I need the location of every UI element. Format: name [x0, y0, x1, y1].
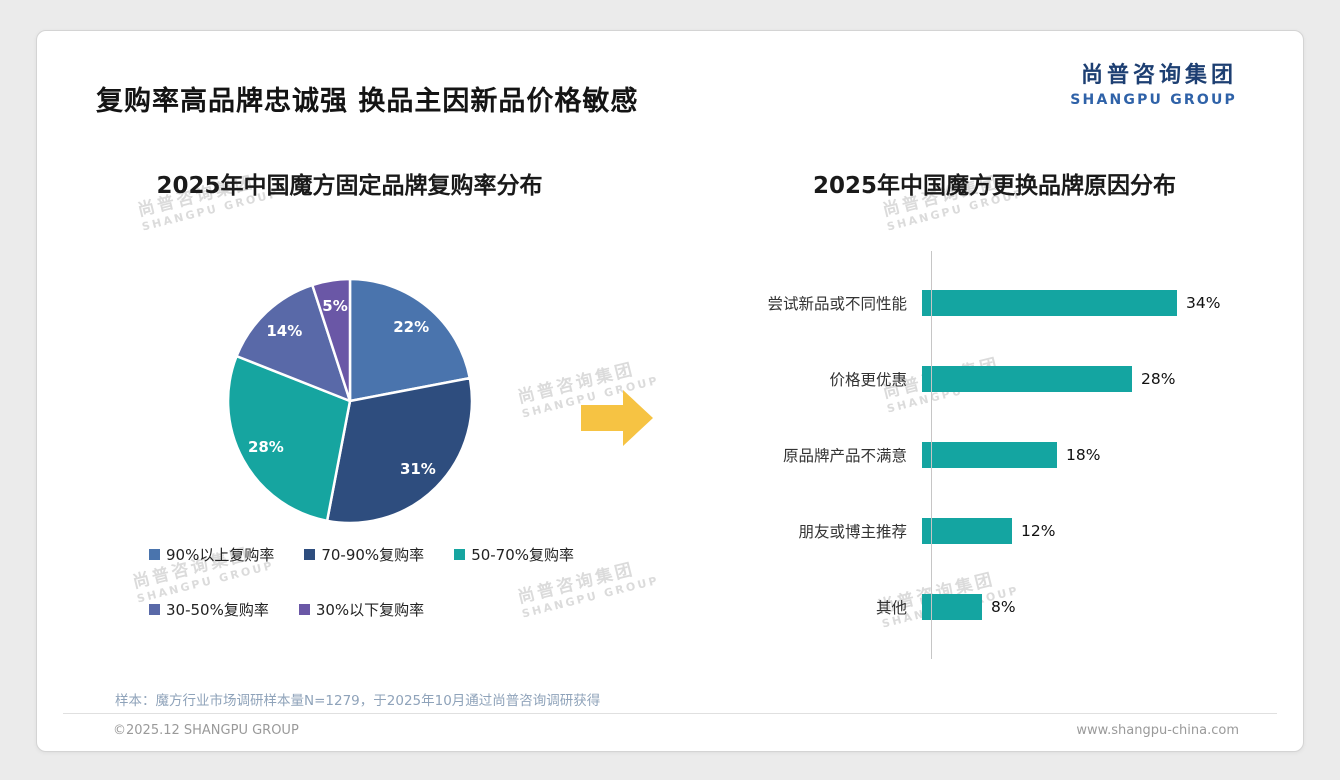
bar-chart-title: 2025年中国魔方更换品牌原因分布	[812, 173, 1176, 199]
bar-value-label: 28%	[1141, 370, 1176, 388]
pie-chart-title: 2025年中国魔方固定品牌复购率分布	[156, 173, 543, 199]
bar-value-label: 12%	[1021, 522, 1056, 540]
bar-row: 朋友或博主推荐 12%	[717, 493, 1272, 569]
bar	[922, 518, 1012, 544]
pie-chart-section: 2025年中国魔方固定品牌复购率分布 22% 31% 28% 14% 5% 90%以上复…	[77, 171, 622, 620]
website-text: www.shangpu-china.com	[1076, 723, 1239, 738]
legend-item: 30-50%复购率	[149, 599, 269, 620]
legend-item: 30%以下复购率	[298, 599, 425, 620]
bar-category-label: 价格更优惠	[829, 371, 907, 389]
pie-slice-1	[325, 376, 473, 525]
bar-row: 价格更优惠 28%	[717, 341, 1272, 417]
copyright-text: ©2025.12 SHANGPU GROUP	[113, 723, 299, 738]
bar-category-label: 朋友或博主推荐	[798, 523, 907, 541]
right-arrow-icon	[581, 390, 653, 446]
company-logo: 尚普咨询集团 SHANGPU GROUP	[1070, 57, 1237, 108]
legend-label: 30-50%复购率	[166, 601, 269, 619]
legend-label: 50-70%复购率	[471, 546, 575, 564]
pie-value-label: 22%	[393, 318, 429, 336]
legend-swatch	[149, 604, 160, 615]
bar	[922, 366, 1132, 392]
legend-item: 70-90%复购率	[304, 544, 424, 565]
footer: ©2025.12 SHANGPU GROUP www.shangpu-china…	[113, 723, 1239, 738]
pie-value-label: 5%	[322, 297, 347, 315]
bar-row: 原品牌产品不满意 18%	[717, 417, 1272, 493]
pie-slice-4	[310, 277, 351, 403]
legend-label: 90%以上复购率	[166, 546, 275, 564]
bar-row: 尝试新品或不同性能 34%	[717, 265, 1272, 341]
bar-chart: 尝试新品或不同性能 34% 价格更优惠 28% 原品牌产品不满意 18% 朋友或博主推荐 12…	[717, 251, 1272, 659]
pie-slice-0	[348, 277, 471, 403]
pie-chart: 22% 31% 28% 14% 5%	[226, 277, 473, 525]
legend-swatch	[298, 604, 310, 615]
arrow-shape	[581, 390, 653, 446]
legend-item: 50-70%复购率	[454, 544, 574, 565]
bar-row: 其他 8%	[717, 569, 1272, 645]
pie-legend: 90%以上复购率 70-90%复购率 50-70%复购率 30-50%复购率 30%以下…	[149, 544, 609, 620]
bar-chart-section: 2025年中国魔方更换品牌原因分布 尝试新品或不同性能 34% 价格更优惠 28% 原品…	[717, 171, 1272, 659]
legend-swatch	[149, 549, 160, 560]
sample-note: 样本：魔方行业市场调研样本量N=1279，于2025年10月通过尚普咨询调研获得	[115, 693, 601, 709]
bar-value-label: 34%	[1186, 294, 1221, 312]
bar-value-label: 8%	[991, 598, 1016, 616]
bar	[922, 442, 1057, 468]
bar	[922, 290, 1177, 316]
page-title: 复购率高品牌忠诚强 换品主因新品价格敏感	[96, 86, 639, 117]
pie-value-label: 14%	[266, 322, 302, 340]
logo-cn-text: 尚普咨询集团	[1080, 63, 1237, 88]
bar-category-label: 原品牌产品不满意	[782, 447, 907, 465]
arrow-icon	[581, 388, 653, 452]
legend-item: 90%以上复购率	[149, 544, 274, 565]
pie-slice-2	[226, 354, 351, 523]
bar	[922, 594, 982, 620]
bar-value-label: 18%	[1066, 446, 1101, 464]
legend-label: 70-90%复购率	[321, 546, 425, 564]
legend-label: 30%以下复购率	[315, 601, 425, 619]
legend-swatch	[304, 549, 316, 560]
pie-value-label: 28%	[247, 438, 283, 456]
legend-swatch	[454, 549, 466, 560]
bar-axis-line	[931, 251, 932, 659]
pie-value-label: 31%	[399, 460, 435, 478]
logo-en-text: SHANGPU GROUP	[1070, 92, 1237, 108]
footer-divider	[63, 713, 1277, 714]
slide-card: 尚普咨询集团 SHANGPU GROUP 尚普咨询集团 SHANGPU GROUP 尚普…	[36, 30, 1304, 752]
bar-category-label: 尝试新品或不同性能	[767, 295, 907, 313]
bar-category-label: 其他	[875, 599, 907, 617]
